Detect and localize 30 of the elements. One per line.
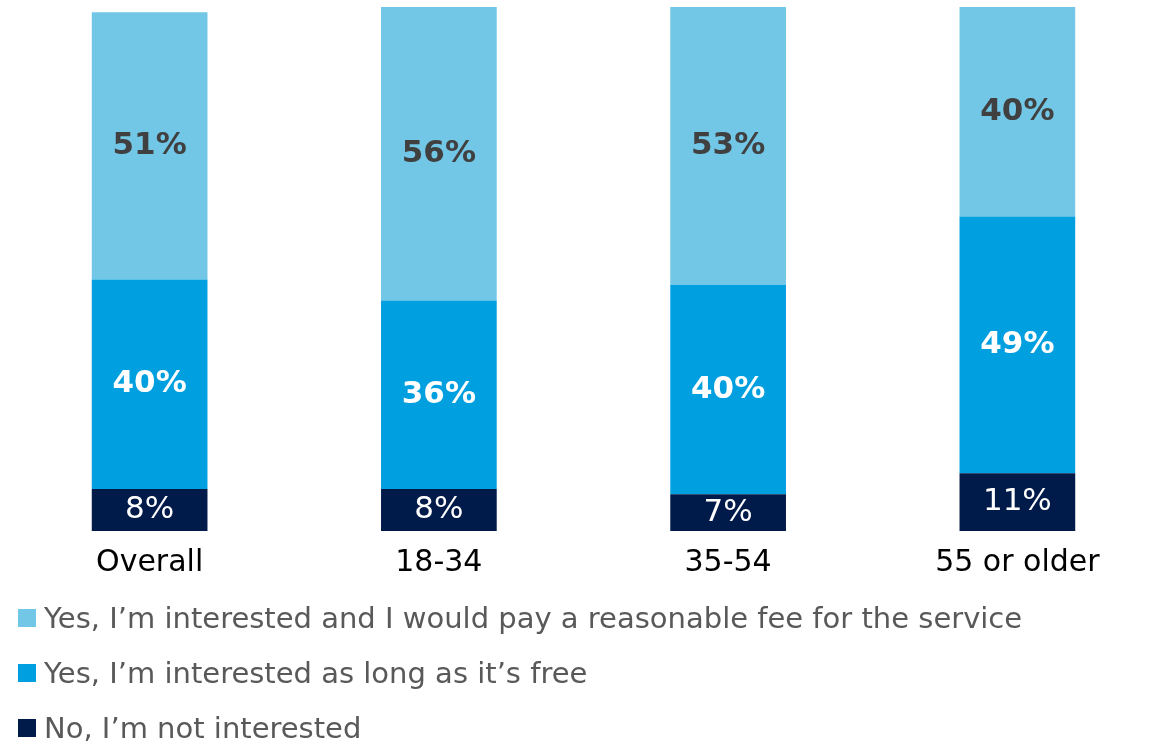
data-label: 36% [401,373,476,410]
bar [670,7,786,285]
bar [959,7,1076,217]
data-label: 49% [980,324,1055,361]
legend-label: No, I’m not interested [44,710,362,741]
legend-label: Yes, I’m interested and I would pay a reasonable fee for the service [44,600,1023,635]
x-tick-label: 35-54 [684,542,772,578]
data-label: 40% [691,368,766,405]
bar [670,494,786,531]
bar [959,473,1076,531]
data-label: 40% [112,363,187,400]
legend-label: Yes, I’m interested as long as it’s free [44,655,588,690]
x-tick-label: 55 or older [935,542,1101,578]
bar [381,7,497,301]
data-label: 8% [414,489,464,526]
x-tick-label: Overall [96,542,204,578]
bar [91,12,208,280]
bar [91,279,208,490]
data-label: 8% [125,489,175,526]
data-label: 51% [112,124,187,161]
data-label: 7% [703,491,753,528]
x-tick-label: 18-34 [395,542,483,578]
data-label: 11% [982,481,1052,518]
data-label: 56% [401,132,476,169]
bar [381,300,497,490]
bar [381,489,497,531]
bar [670,284,786,495]
data-label: 53% [691,124,766,161]
data-label: 40% [980,90,1055,127]
bar [959,216,1076,474]
